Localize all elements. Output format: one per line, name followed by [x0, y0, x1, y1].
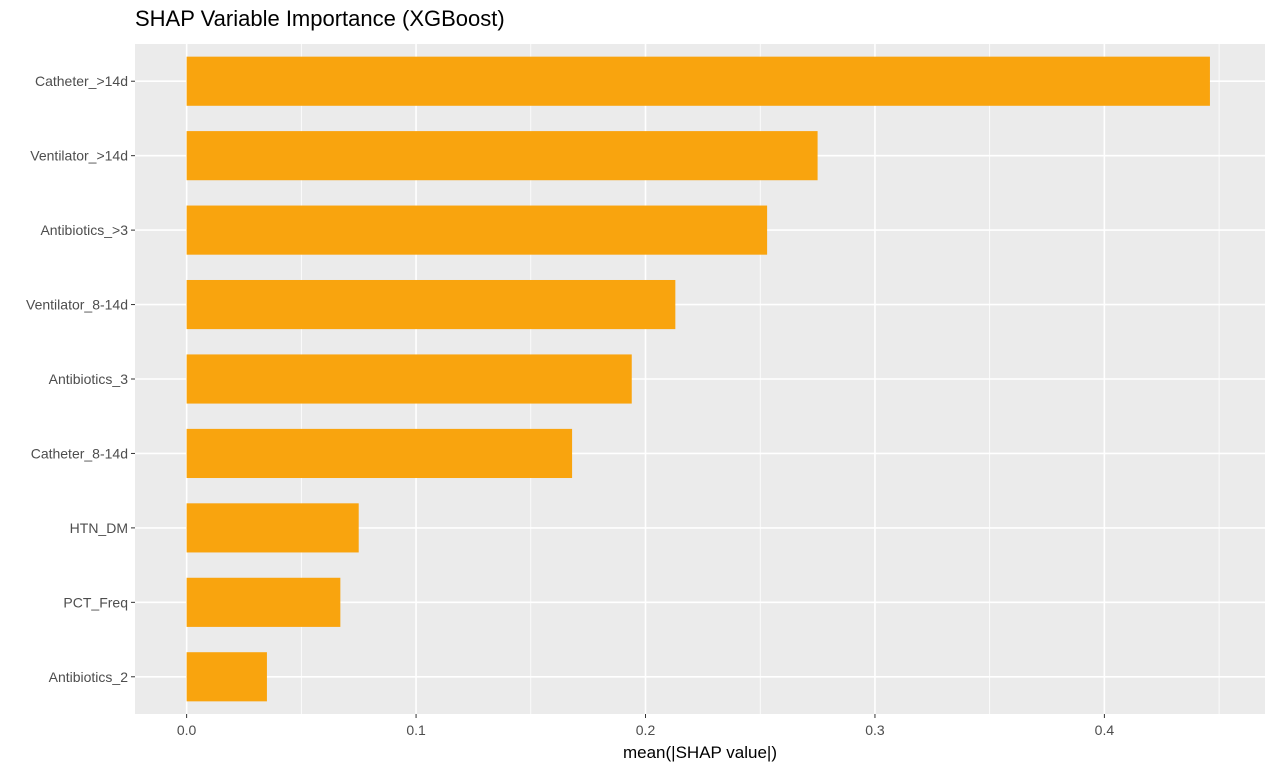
x-tick-label: 0.4	[1095, 722, 1115, 738]
y-tick-label: Antibiotics_2	[49, 669, 129, 685]
y-tick-label: Catheter_8-14d	[31, 445, 128, 461]
bar	[186, 503, 359, 553]
x-tick-label: 0.3	[865, 722, 885, 738]
bar	[186, 131, 818, 181]
bar	[186, 428, 573, 479]
x-axis-title: mean(|SHAP value|)	[623, 743, 777, 762]
y-tick-label: Ventilator_>14d	[30, 148, 128, 164]
x-tick-label: 0.0	[177, 722, 197, 738]
x-tick-label: 0.2	[636, 722, 656, 738]
x-tick-label: 0.1	[406, 722, 426, 738]
bar	[186, 577, 341, 627]
bar	[186, 354, 632, 404]
y-tick-label: Catheter_>14d	[35, 73, 128, 89]
y-tick-label: Antibiotics_>3	[40, 222, 128, 238]
y-axis: Catheter_>14d Ventilator_>14d Antibiotics_…	[26, 73, 135, 685]
y-tick-label: Ventilator_8-14d	[26, 297, 128, 313]
x-axis: 0.0 0.1 0.2 0.3 0.4	[177, 714, 1114, 738]
y-tick-label: PCT_Freq	[63, 594, 128, 610]
chart-title: SHAP Variable Importance (XGBoost)	[135, 6, 505, 31]
bars	[186, 56, 1210, 702]
bar	[186, 205, 768, 255]
y-tick-label: HTN_DM	[70, 520, 128, 536]
bar	[186, 56, 1210, 106]
bar	[186, 652, 267, 702]
bar	[186, 279, 676, 330]
y-tick-label: Antibiotics_3	[49, 371, 129, 387]
